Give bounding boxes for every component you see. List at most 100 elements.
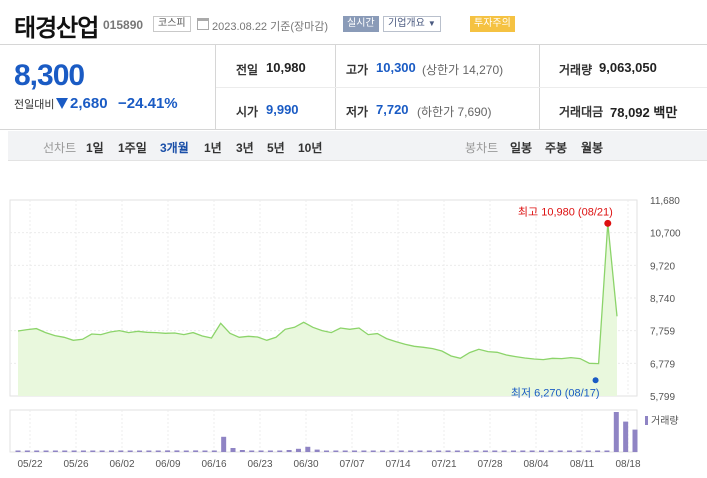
volume-bar xyxy=(352,450,358,452)
volume-bar xyxy=(492,450,498,452)
tab-10y[interactable]: 10년 xyxy=(298,141,323,155)
x-tick-label: 07/21 xyxy=(431,459,456,470)
volume-bar xyxy=(595,450,601,452)
volume-bar xyxy=(464,450,470,452)
volume-bar xyxy=(71,450,77,452)
market-badge: 코스피 xyxy=(153,16,191,32)
tab-1w[interactable]: 1주일 xyxy=(118,141,147,155)
tab-1d[interactable]: 1일 xyxy=(86,141,104,155)
x-tick-label: 07/07 xyxy=(339,459,364,470)
volume-bar xyxy=(548,450,554,452)
volume-bar xyxy=(436,450,442,452)
company-info-dropdown[interactable]: 기업개요 ▼ xyxy=(383,16,441,32)
volume-plot-frame xyxy=(9,409,638,453)
volume-bar xyxy=(557,450,563,452)
volume-bar xyxy=(165,450,171,452)
x-tick-label: 06/30 xyxy=(293,459,318,470)
x-tick-label: 06/16 xyxy=(201,459,226,470)
volume-bar xyxy=(137,450,143,452)
volume-bar xyxy=(380,450,386,452)
volume-label: 거래량 xyxy=(559,63,593,77)
volume-bar xyxy=(342,450,348,452)
row-divider xyxy=(216,87,707,88)
volume-bar xyxy=(567,450,573,452)
high-value: 10,300 xyxy=(376,60,416,75)
y-tick-label: 11,680 xyxy=(650,196,680,207)
chevron-down-icon: ▼ xyxy=(427,19,436,28)
volume-bar xyxy=(370,450,376,452)
volume-bar xyxy=(482,450,488,452)
volume-bar xyxy=(183,450,189,452)
price-line xyxy=(17,223,618,365)
volume-legend: 거래량 xyxy=(651,415,679,427)
x-tick-label: 08/11 xyxy=(570,459,595,470)
volume-bar xyxy=(604,450,610,452)
y-tick-label: 10,700 xyxy=(650,229,681,240)
volume-bar xyxy=(576,450,582,452)
volume-bar xyxy=(80,450,86,452)
candle-chart-label: 봉차트 xyxy=(465,141,499,155)
volume-bar xyxy=(43,450,49,452)
tab-weekly[interactable]: 주봉 xyxy=(545,141,568,155)
volume-bar xyxy=(333,450,339,452)
lower-limit: (하한가 7,690) xyxy=(417,105,492,119)
volume-bar xyxy=(258,450,264,452)
tab-5y[interactable]: 5년 xyxy=(267,141,285,155)
down-triangle-icon xyxy=(56,98,68,109)
volume-bar xyxy=(510,450,516,452)
open-label: 시가 xyxy=(236,105,259,119)
volume-bar xyxy=(202,450,208,452)
high-point xyxy=(604,219,612,227)
volume-bar xyxy=(361,450,367,452)
amount-value: 78,092 백만 xyxy=(610,105,678,120)
volume-bar xyxy=(314,449,320,452)
tab-1y[interactable]: 1년 xyxy=(204,141,222,155)
y-tick-label: 7,759 xyxy=(650,327,675,338)
volume-bar xyxy=(585,450,591,452)
volume-bar xyxy=(249,450,255,452)
tab-daily[interactable]: 일봉 xyxy=(510,141,533,155)
company-info-label: 기업개요 xyxy=(388,18,425,29)
volume-bar xyxy=(34,450,40,452)
tab-3y[interactable]: 3년 xyxy=(236,141,254,155)
tab-3m[interactable]: 3개월 xyxy=(160,141,189,155)
x-tick-label: 07/28 xyxy=(477,459,502,470)
volume-bar xyxy=(24,450,30,452)
tab-monthly[interactable]: 월봉 xyxy=(581,141,604,155)
volume-bar xyxy=(632,429,638,452)
change-value: 2,680 xyxy=(70,95,108,112)
y-tick-label: 9,720 xyxy=(650,261,675,272)
volume-bar xyxy=(623,421,629,452)
volume-bar xyxy=(146,450,152,452)
change-rate: −24.41% xyxy=(118,95,178,112)
volume-bar xyxy=(539,450,545,452)
prev-close-value: 10,980 xyxy=(266,60,306,75)
volume-bar xyxy=(408,450,414,452)
volume-bar xyxy=(174,450,180,452)
high-label: 고가 xyxy=(346,63,369,77)
volume-bar xyxy=(520,450,526,452)
calendar-icon xyxy=(197,18,209,30)
investment-warning-badge: 투자주의 xyxy=(470,16,515,32)
volume-bar xyxy=(501,450,507,452)
x-tick-label: 08/04 xyxy=(523,459,548,470)
volume-legend-swatch xyxy=(645,416,648,425)
y-tick-label: 8,740 xyxy=(650,294,675,305)
chart-period-tabs: 선차트 1일 1주일 3개월 1년 3년 5년 10년 봉차트 일봉 주봉 월봉 xyxy=(8,131,707,161)
volume-bar xyxy=(454,450,460,452)
volume-bar xyxy=(613,412,619,452)
price-chart[interactable]: 11,680 10,700 9,720 8,740 7,759 6,779 5,799 05/… xyxy=(0,190,707,478)
realtime-button[interactable]: 실시간 xyxy=(343,16,379,32)
x-tick-label: 06/09 xyxy=(155,459,180,470)
compare-label: 전일대비 xyxy=(14,99,55,111)
y-tick-label: 5,799 xyxy=(650,392,675,403)
stock-name: 태경산업 xyxy=(14,15,99,42)
volume-bar xyxy=(277,450,283,452)
upper-limit: (상한가 14,270) xyxy=(422,63,504,77)
prev-close-label: 전일 xyxy=(236,63,259,77)
volume-value: 9,063,050 xyxy=(599,60,657,75)
x-tick-label: 06/23 xyxy=(247,459,272,470)
stock-code: 015890 xyxy=(103,18,144,32)
volume-bar xyxy=(529,450,535,452)
low-label: 저가 xyxy=(346,105,369,119)
